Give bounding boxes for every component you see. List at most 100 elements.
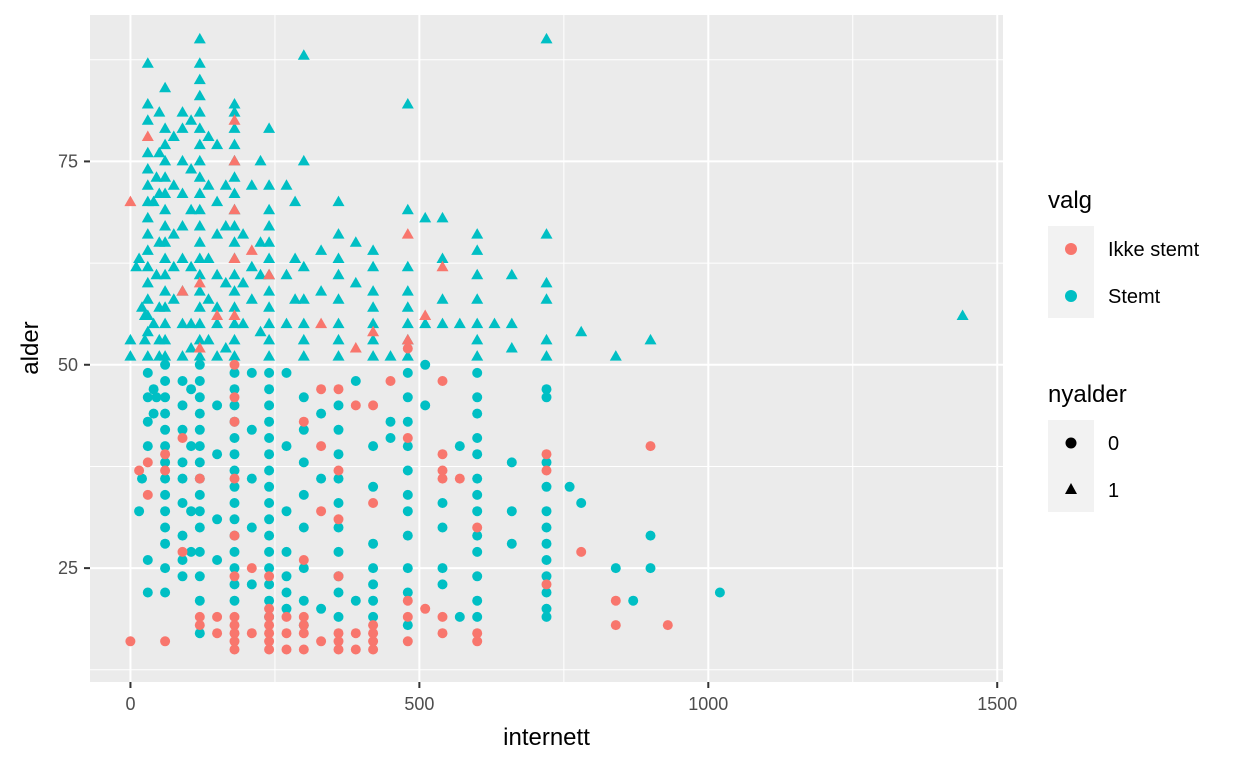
data-point-431 [194,473,205,484]
data-point-144 [263,122,276,133]
data-point-80 [193,187,206,198]
data-point-333 [281,367,292,378]
data-point-101 [211,138,224,150]
data-point-103 [219,276,232,288]
data-point-258 [160,359,171,370]
data-point-293 [229,563,240,574]
data-point-360 [368,563,379,574]
data-point-228 [401,228,414,239]
data-point-187 [419,211,432,223]
data-point-478 [368,636,379,647]
data-point-137 [263,285,276,296]
data-point-446 [246,563,257,574]
data-point-350 [333,498,344,508]
data-point-88 [193,57,206,68]
data-point-24 [147,195,160,207]
data-point-99 [211,228,224,239]
data-point-211 [609,350,622,361]
data-point-207 [540,276,553,288]
data-point-53 [167,179,180,190]
data-point-117 [228,171,241,182]
data-point-407 [541,522,552,533]
data-point-312 [264,595,275,606]
data-point-218 [228,154,241,166]
data-point-442 [229,416,240,427]
data-point-471 [333,514,344,525]
data-point-171 [367,333,380,345]
data-point-476 [350,400,361,411]
data-point-491 [437,611,448,622]
data-point-434 [229,644,240,655]
data-point-307 [246,522,257,533]
data-point-240 [142,392,153,403]
data-point-325 [264,384,275,395]
legend-key-ikke-stemt [1065,243,1077,255]
data-point-356 [350,376,361,386]
data-point-458 [298,628,309,639]
data-point-386 [472,595,483,606]
data-point-183 [401,260,414,272]
data-point-120 [228,122,241,133]
data-point-147 [280,179,293,190]
data-point-33 [153,106,166,117]
data-point-19 [141,146,154,158]
data-point-397 [472,367,483,378]
data-point-202 [505,317,518,329]
data-point-222 [228,309,241,320]
data-point-265 [177,424,188,435]
data-point-188 [436,317,449,329]
data-point-184 [401,203,414,215]
data-point-444 [229,359,240,370]
data-point-494 [437,449,448,460]
data-point-238 [142,441,153,452]
data-point-7 [141,350,154,361]
data-point-418 [645,530,656,541]
data-point-507 [662,620,673,631]
data-point-146 [280,268,293,280]
data-point-378 [420,359,431,370]
data-point-351 [333,473,344,484]
data-point-196 [471,293,484,304]
data-point-82 [193,154,206,166]
data-point-492 [437,473,448,484]
y-tick-label-1: 50 [58,355,78,375]
data-point-283 [194,408,205,419]
data-point-496 [454,473,465,484]
data-point-395 [472,408,483,419]
data-point-317 [264,514,275,525]
data-point-346 [333,587,344,598]
data-point-145 [280,317,293,329]
data-point-116 [228,187,241,198]
data-point-195 [471,317,484,329]
data-point-246 [160,563,171,574]
data-point-39 [159,268,172,280]
data-point-67 [185,203,198,215]
data-point-443 [229,392,240,403]
data-point-448 [264,636,275,647]
data-point-416 [628,595,639,606]
legend-label-stemt: Stemt [1108,286,1161,308]
data-point-289 [212,449,223,460]
data-point-345 [333,611,344,622]
data-point-281 [194,441,205,452]
data-point-426 [160,449,171,460]
data-point-105 [219,179,232,190]
data-point-185 [401,98,414,109]
data-point-65 [185,317,198,329]
data-point-69 [185,114,198,125]
data-point-3 [133,252,146,263]
data-point-359 [368,579,379,590]
data-point-129 [254,325,267,337]
data-point-383 [454,611,465,622]
data-point-497 [472,636,483,647]
y-tick-label-0: 25 [58,558,78,578]
data-point-324 [264,400,275,411]
data-point-361 [368,538,379,549]
legend-title-nyalder: nyalder [1048,381,1127,408]
data-point-261 [177,530,188,541]
data-point-244 [151,392,162,403]
data-point-452 [264,603,275,614]
data-point-61 [176,154,189,166]
data-point-46 [159,154,172,166]
data-point-449 [264,628,275,639]
